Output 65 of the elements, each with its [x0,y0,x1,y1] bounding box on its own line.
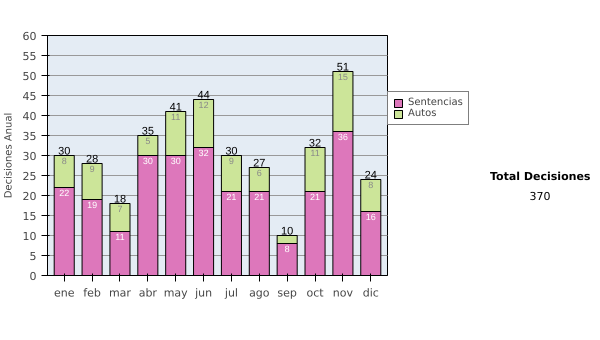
y-tick-label: 10 [22,230,37,243]
data-label: 9 [90,164,95,174]
data-label: 11 [171,112,180,122]
x-tick-label: ago [249,286,270,300]
total-label: 41 [170,101,182,114]
x-tick-label: dic [362,286,379,300]
y-tick-label: 30 [22,150,37,163]
data-label: 32 [198,148,209,158]
data-label: 8 [62,156,67,166]
annotation: Total Decisiones [490,170,590,183]
data-label: 9 [228,156,234,166]
y-tick-label: 50 [22,70,37,83]
total-label: 30 [225,145,238,158]
data-label: 8 [284,244,290,254]
x-tick-label: may [164,286,188,300]
total-label: 30 [58,145,70,158]
data-label: 5 [145,136,150,146]
x-tick-label: feb [83,286,101,300]
data-label: 22 [59,188,70,198]
data-label: 11 [310,148,320,158]
total-label: 51 [336,61,350,74]
x-tick-label: abr [138,286,158,300]
data-label: 16 [366,212,376,222]
y-tick-label: 55 [22,50,37,63]
y-tick-label: 0 [30,270,36,283]
x-tick-label: ene [54,286,75,300]
x-tick-label: oct [306,286,324,300]
y-tick-label: 15 [22,210,37,223]
data-label: 11 [115,232,125,242]
data-label: 19 [87,200,98,210]
y-tick-label: 25 [22,170,37,183]
data-label: 6 [256,168,262,178]
x-tick-label: sep [277,286,297,300]
x-tick-label: nov [332,286,354,300]
x-tick-label: jun [194,286,212,300]
data-label: 21 [226,192,236,202]
data-label: 7 [117,204,122,214]
total-label: 18 [114,193,126,206]
total-label: 27 [253,157,266,170]
legend-label: Sentencias [408,97,463,108]
y-tick-label: 20 [22,190,37,203]
data-label: 30 [142,156,153,166]
y-tick-label: 5 [30,250,36,263]
legend-label: Autos [408,108,436,119]
data-label: 21 [310,192,320,202]
data-label: 36 [338,132,348,142]
y-tick-label: 35 [22,130,37,143]
annotation: 370 [528,190,552,203]
x-tick-label: jul [224,286,238,300]
data-label: 15 [338,72,348,82]
data-label: 30 [170,156,181,166]
total-label: 32 [308,137,322,150]
total-label: 44 [197,89,210,102]
y-tick-label: 45 [22,90,37,103]
y-tick-label: 40 [22,110,37,123]
x-tick-label: mar [108,286,132,300]
total-label: 28 [86,153,98,166]
total-label: 35 [142,125,154,138]
data-label: 21 [254,192,264,202]
y-tick-label: 60 [22,30,37,43]
total-label: 10 [281,225,294,238]
data-label: 12 [198,100,209,110]
data-label: 8 [368,180,374,190]
y-axis-title: Decisiones Anual [4,112,15,198]
total-label: 24 [364,169,377,182]
